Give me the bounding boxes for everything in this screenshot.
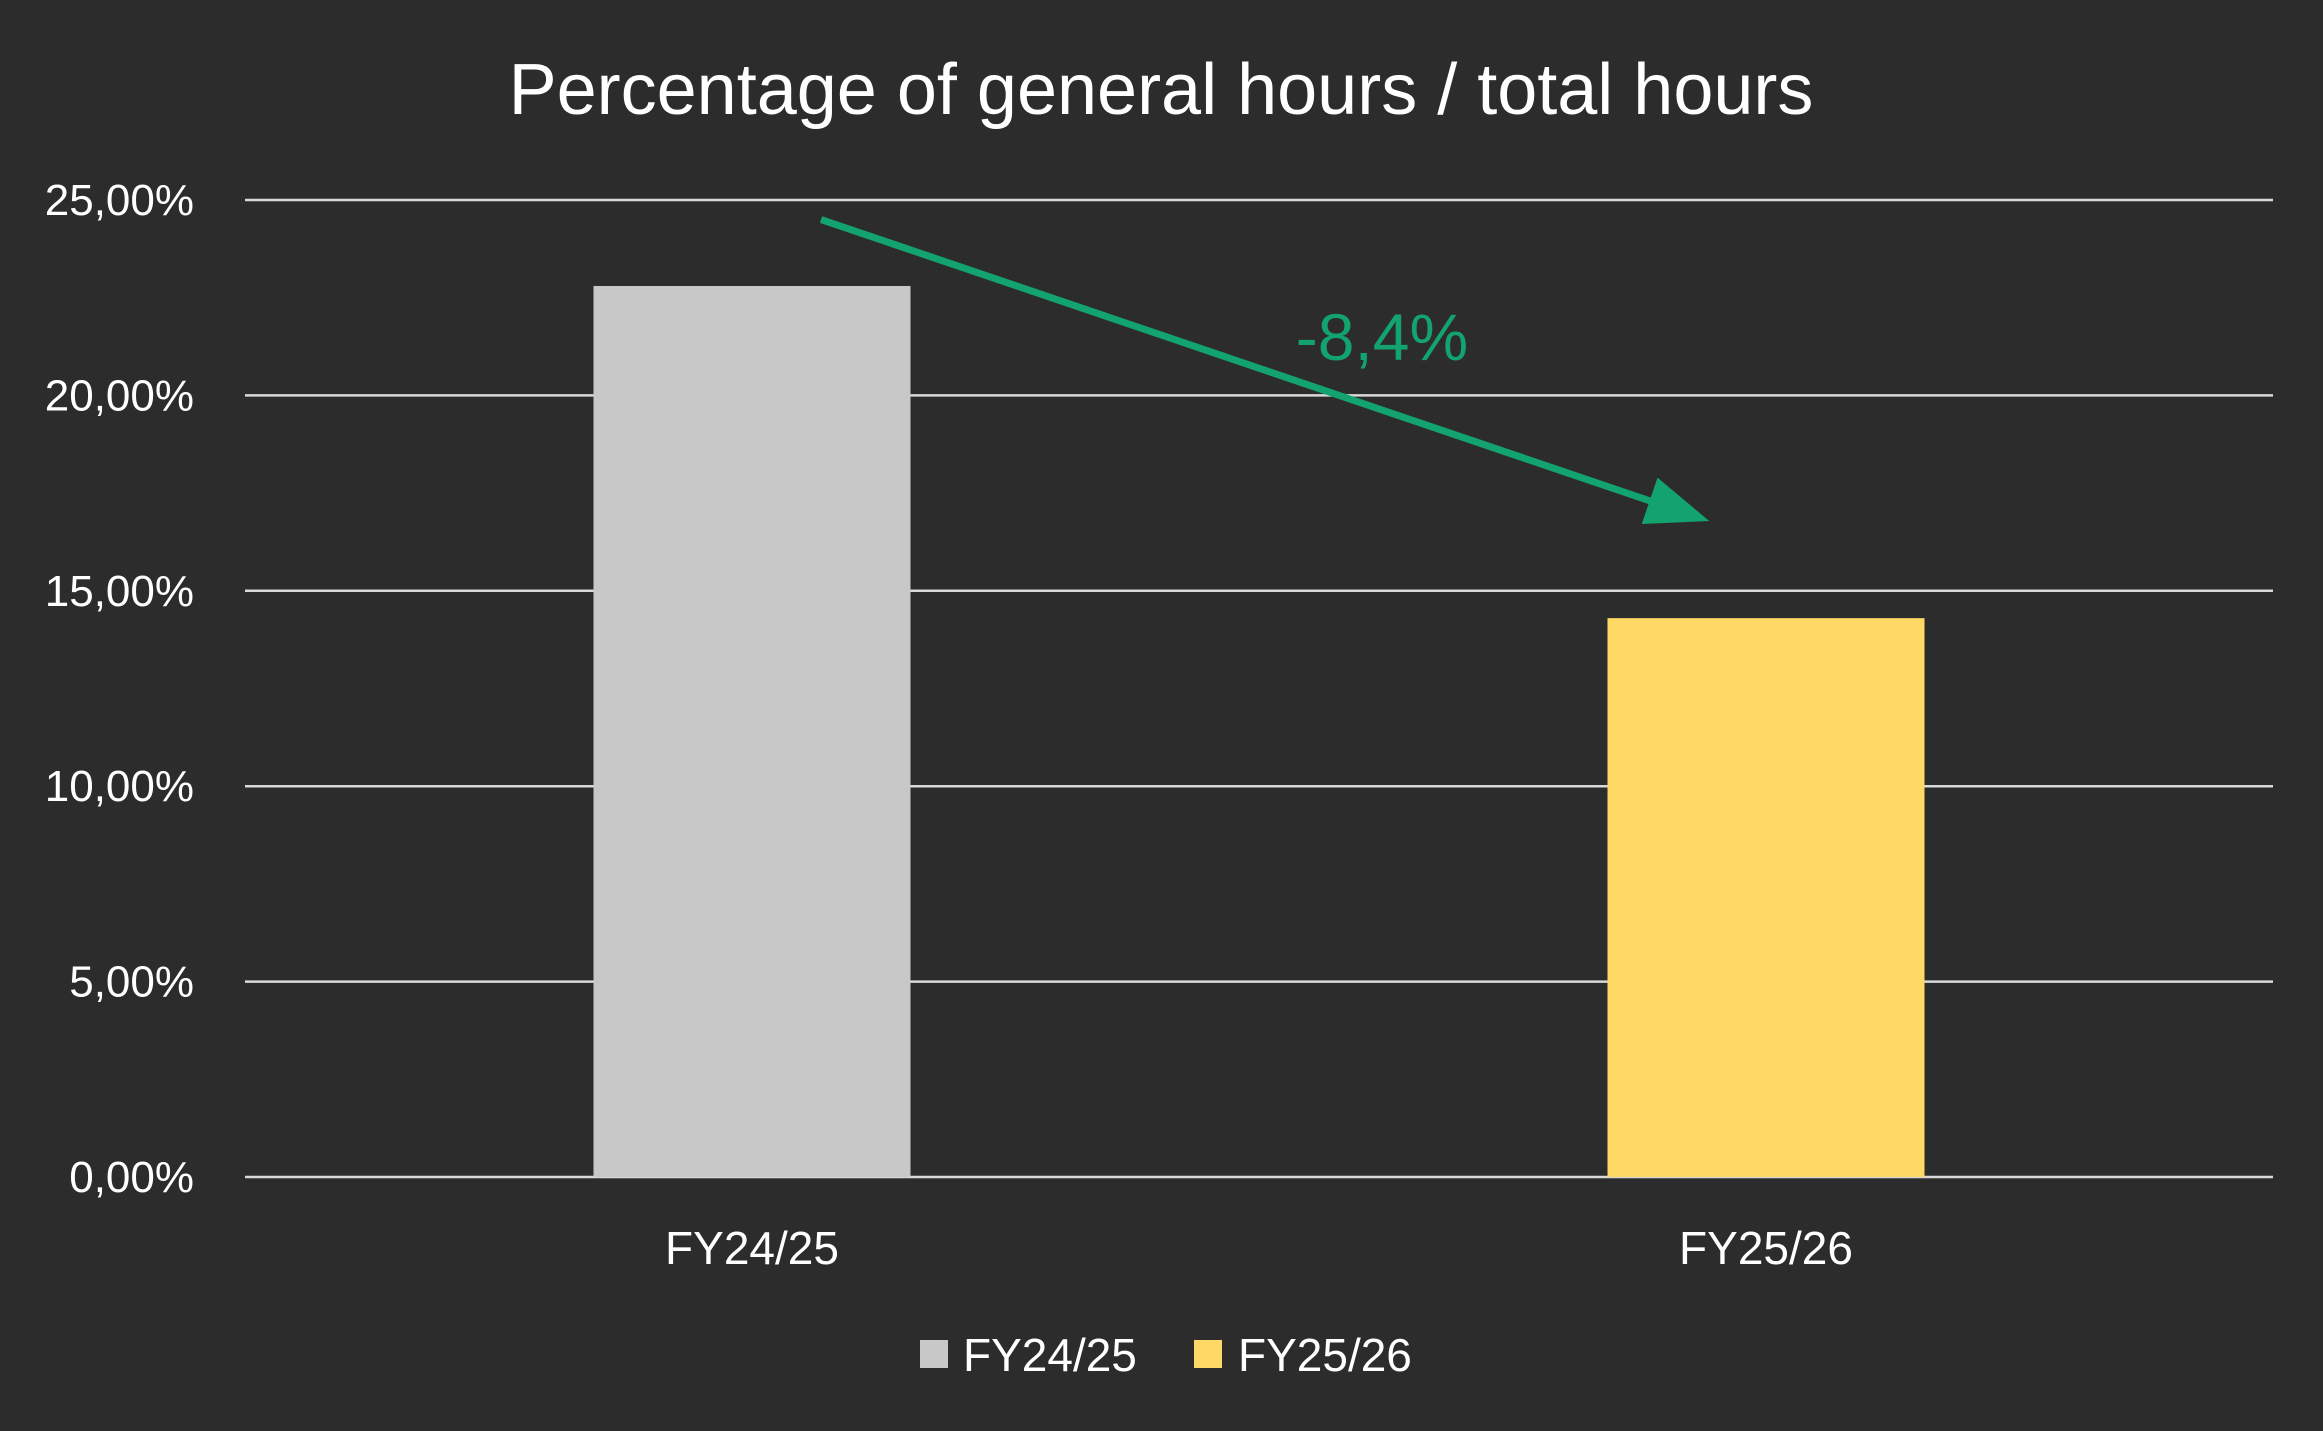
y-tick-label: 20,00% (45, 371, 194, 420)
x-category-label: FY25/26 (1679, 1222, 1853, 1274)
bar (593, 285, 911, 1177)
trend-arrow (819, 216, 1710, 524)
legend-swatch (1194, 1340, 1222, 1368)
bar (1607, 618, 1925, 1177)
x-category-label: FY24/25 (665, 1222, 839, 1274)
y-tick-label: 5,00% (69, 958, 194, 1007)
change-annotation: -8,4% (819, 216, 1710, 524)
legend-label: FY24/25 (963, 1329, 1137, 1381)
y-tick-label: 15,00% (45, 567, 194, 616)
chart-title: Percentage of general hours / total hour… (509, 50, 1814, 130)
y-tick-label: 0,00% (69, 1153, 194, 1202)
y-tick-label: 10,00% (45, 762, 194, 811)
gridlines (245, 198, 2273, 1179)
legend-label: FY25/26 (1238, 1329, 1412, 1381)
y-tick-label: 25,00% (45, 176, 194, 225)
legend-swatch (920, 1340, 948, 1368)
y-axis-tick-labels: 0,00% 5,00% 10,00% 15,00% 20,00% 25,00% (45, 176, 194, 1202)
x-axis-category-labels: FY24/25 FY25/26 (665, 1222, 1853, 1274)
legend: FY24/25 FY25/26 (920, 1329, 1412, 1381)
change-percentage-label: -8,4% (1296, 300, 1468, 374)
bars (593, 285, 1925, 1177)
